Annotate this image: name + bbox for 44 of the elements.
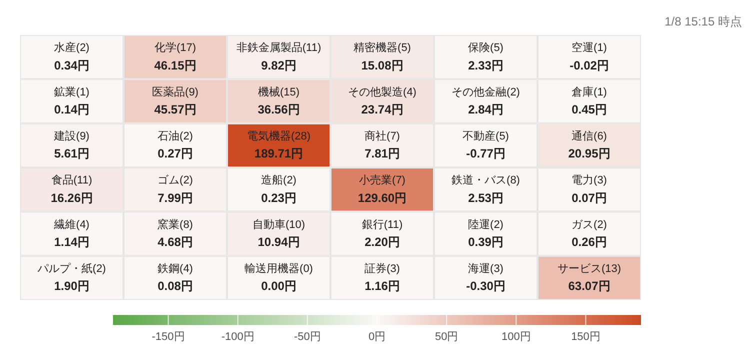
- data-label: その他金融(2) 2.84円: [452, 86, 520, 117]
- data-label: 小売業(7) 129.60円: [358, 174, 407, 205]
- color-bar-label: 50円: [434, 331, 458, 344]
- data-label: 空運(1) -0.02円: [570, 41, 609, 72]
- data-label: 商社(7) 7.81円: [364, 129, 400, 161]
- data-label: その他製造(4) 23.74円: [348, 85, 416, 117]
- data-label: 不動産(5) -0.77円: [462, 129, 509, 161]
- data-label: 倉庫(1) 0.45円: [572, 85, 607, 117]
- data-label: 鉱業(1) 0.14円: [54, 85, 90, 117]
- data-label: 通信(6) 20.95円: [568, 129, 610, 161]
- data-label: 医薬品(9) 45.57円: [152, 85, 198, 117]
- text: 1/8 15:15 時点: [664, 14, 742, 28]
- data-label: 陸運(2) 0.39円: [468, 218, 504, 250]
- data-label: 窯業(8) 4.68円: [158, 218, 193, 250]
- data-label: 非鉄金属製品(11) 9.82円: [236, 41, 322, 72]
- data-label: 造船(2) 0.23円: [261, 174, 296, 205]
- color-bar-label: -150円: [152, 331, 185, 344]
- data-label: パルプ・紙(2) 1.90円: [36, 262, 106, 294]
- data-label: 石油(2) 0.27円: [158, 129, 193, 161]
- color-bar-label: 150円: [571, 331, 600, 344]
- data-label: 保険(5) 2.33円: [468, 42, 504, 72]
- data-label: 電気機器(28) 189.71円: [246, 130, 311, 161]
- data-label: サービス(13) 63.07円: [557, 262, 622, 294]
- data-label: 銀行(11) 2.20円: [362, 218, 403, 250]
- data-label: 精密機器(5) 15.08円: [354, 41, 411, 72]
- data-label: 海運(3) -0.30円: [466, 262, 506, 294]
- data-label: 繊維(4) 1.14円: [53, 218, 90, 250]
- data-label: 建設(9) 5.61円: [53, 129, 90, 161]
- data-label: 水産(2) 0.34円: [54, 41, 90, 72]
- data-label: 食品(11) 16.26円: [50, 174, 93, 205]
- data-label: 化学(17) 46.15円: [154, 42, 196, 72]
- data-label: 電力(3) 0.07円: [572, 174, 607, 205]
- data-label: 輸送用機器(0) 0.00円: [244, 262, 313, 294]
- data-label: 鉄道・バス(8) 2.53円: [452, 174, 520, 205]
- data-label: 自動車(10) 10.94円: [252, 218, 306, 250]
- color-bar-label: -50円: [294, 331, 321, 344]
- data-label: ゴム(2) 7.99円: [158, 174, 193, 205]
- data-label: 機械(15) 36.56円: [258, 85, 300, 117]
- data-label: ガス(2) 0.26円: [572, 218, 607, 250]
- data-label: 証券(3) 1.16円: [364, 262, 400, 294]
- color-bar-label: 0円: [368, 331, 386, 344]
- color-bar-label: -100円: [221, 331, 254, 344]
- color-bar-label: 100円: [501, 331, 531, 344]
- data-label: 鉄鋼(4) 0.08円: [158, 262, 193, 294]
